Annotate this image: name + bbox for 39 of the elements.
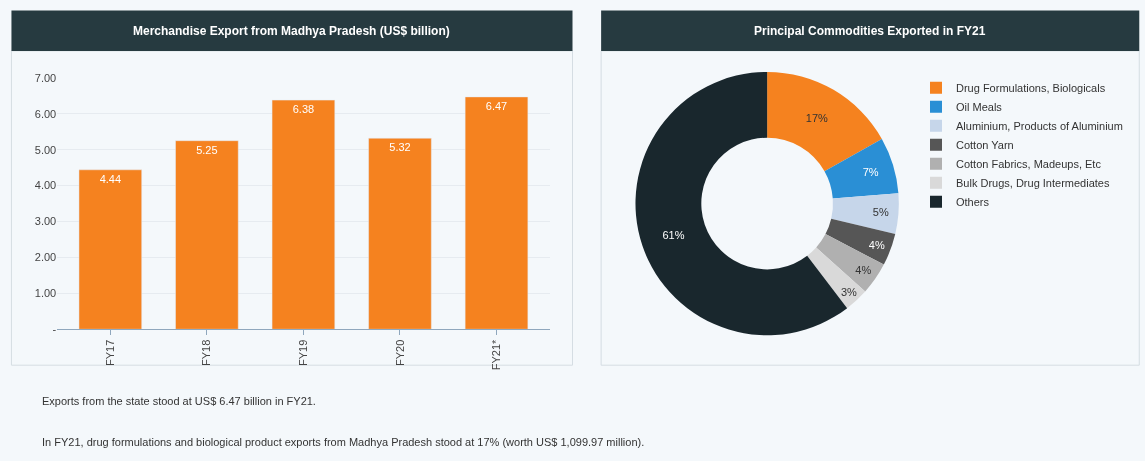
donut-slice xyxy=(825,218,896,265)
data-label: 6.38 xyxy=(292,103,315,116)
data-label: 17% xyxy=(805,112,829,125)
data-label: 4% xyxy=(868,238,885,251)
data-label: 5.32 xyxy=(389,141,411,154)
data-label: 5% xyxy=(872,206,889,219)
text: In FY21, drug formulations and biological product exports from Madhya Pradesh stood at 17% (worth US$ 1,099.97 million). xyxy=(42,436,645,448)
y-tick-label: 7.00 xyxy=(34,71,57,84)
donut-slice xyxy=(831,193,899,234)
y-tick-label: 3.00 xyxy=(34,215,57,228)
y-tick-label: 6.00 xyxy=(34,107,57,120)
x-tick-label: FY19 xyxy=(297,339,310,366)
y-tick-label: - xyxy=(52,323,57,336)
data-label: 6.47 xyxy=(485,99,508,112)
x-tick-label: FY18 xyxy=(200,339,213,366)
legend-label: Oil Meals xyxy=(956,101,1003,114)
data-label: 5.25 xyxy=(196,143,218,156)
legend-label: Bulk Drugs, Drug Intermediates xyxy=(956,177,1110,190)
x-tick-label: FY21* xyxy=(490,338,503,371)
x-tick-label: FY20 xyxy=(393,339,406,366)
legend-label: Others xyxy=(956,196,990,209)
y-tick-label: 1.00 xyxy=(34,287,57,300)
legend-label: Aluminium, Products of Aluminium xyxy=(956,120,1123,133)
data-label: 4.44 xyxy=(99,172,122,185)
data-label: 61% xyxy=(662,229,685,242)
legend-label: Cotton Fabrics, Madeups, Etc xyxy=(956,158,1102,171)
data-label: 3% xyxy=(840,285,858,298)
chart-title: Principal Commodities Exported in FY21 xyxy=(754,24,986,38)
data-label: 4% xyxy=(855,264,872,277)
donut-slice xyxy=(824,138,899,199)
legend-label: Drug Formulations, Biologicals xyxy=(956,82,1106,95)
text: Exports from the state stood at US$ 6.47 billion in FY21. xyxy=(42,395,316,407)
y-tick-label: 4.00 xyxy=(34,179,57,192)
y-tick-label: 5.00 xyxy=(34,143,57,156)
y-tick-label: 2.00 xyxy=(34,251,57,264)
chart-title: Merchandise Export from Madhya Pradesh (US$ billion) xyxy=(133,24,450,38)
x-tick-label: FY17 xyxy=(103,339,116,366)
data-label: 7% xyxy=(862,166,879,179)
legend-label: Cotton Yarn xyxy=(956,139,1014,152)
